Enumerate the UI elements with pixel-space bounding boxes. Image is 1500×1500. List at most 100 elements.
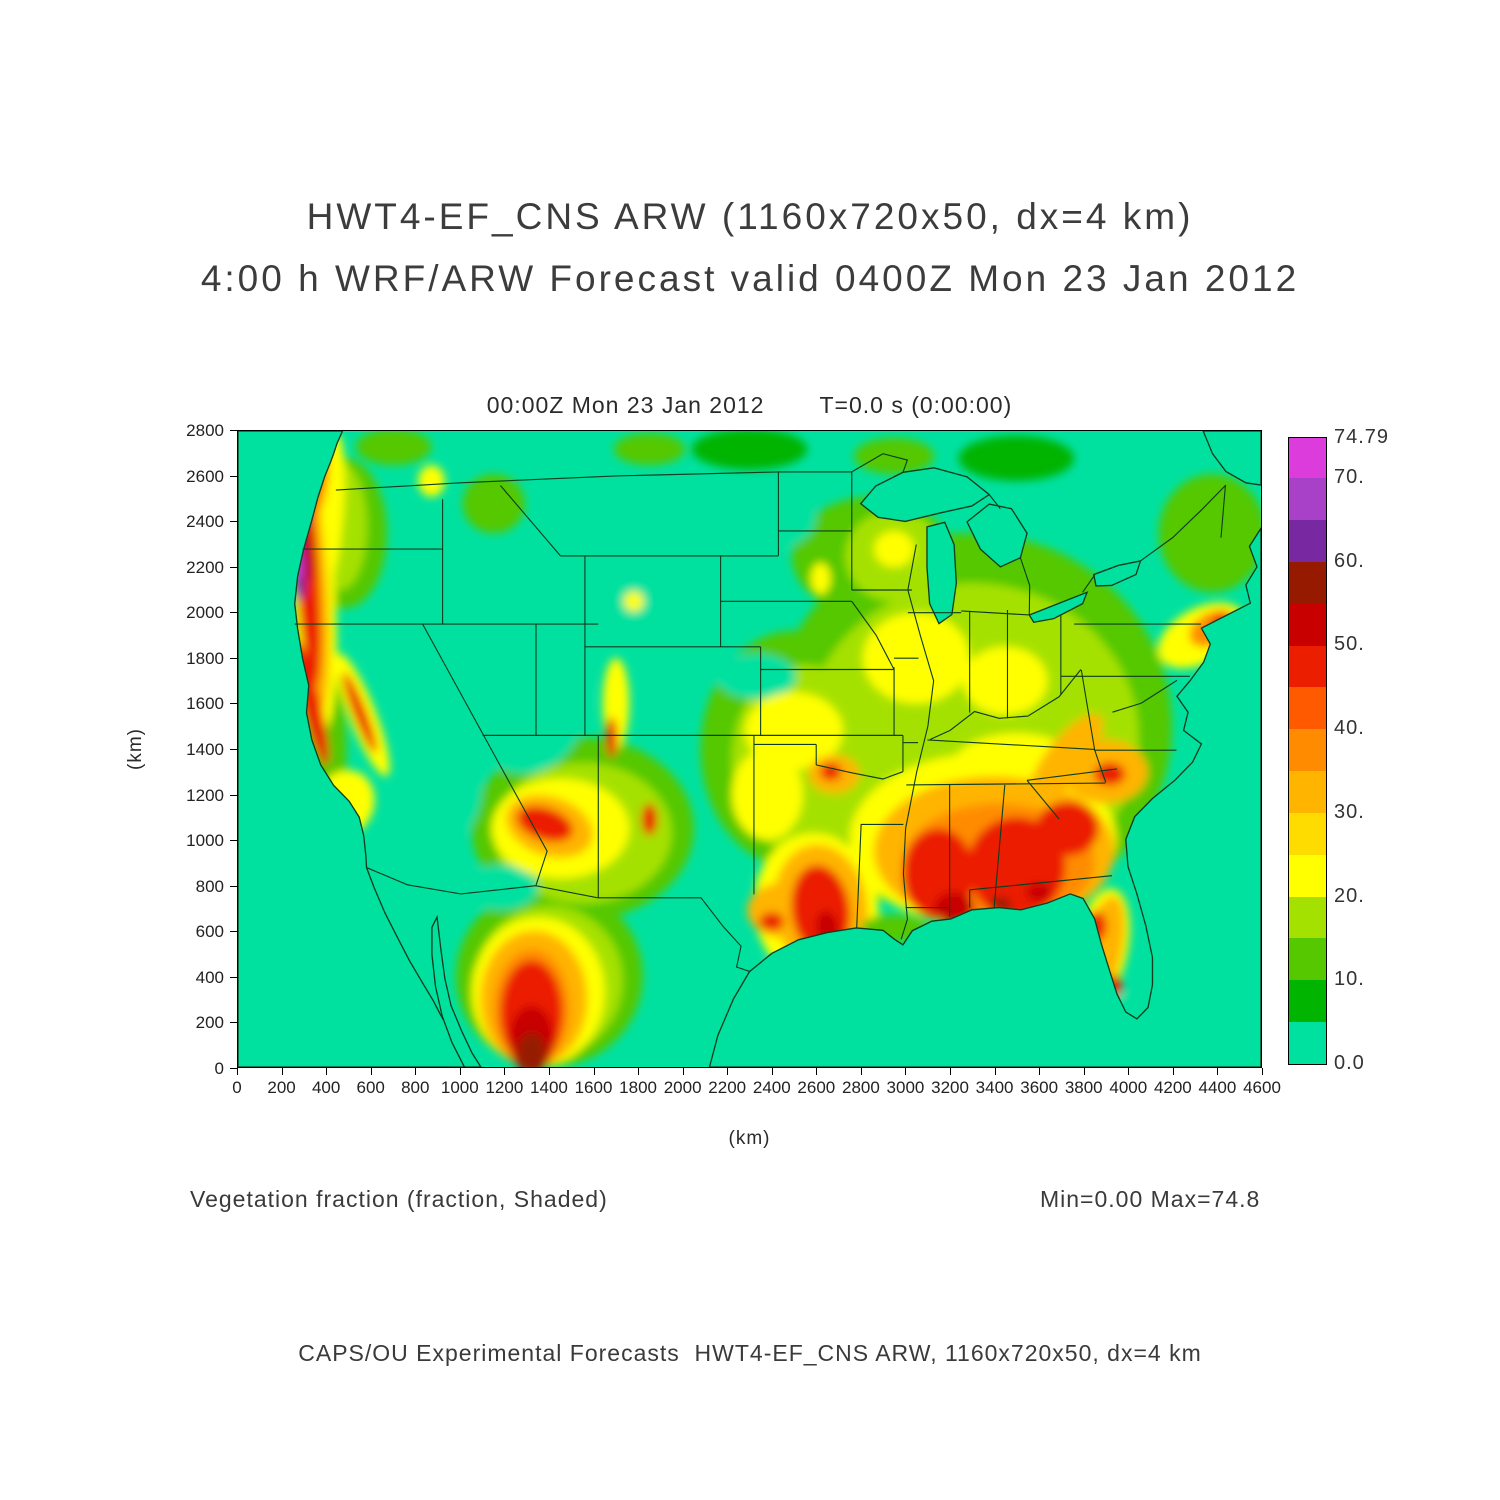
y-tick-mark xyxy=(230,1022,237,1024)
x-tick-mark xyxy=(816,1068,818,1075)
x-tick-label: 4200 xyxy=(1153,1078,1192,1097)
y-tick-mark xyxy=(230,521,237,523)
y-tick-label: 0 xyxy=(214,1059,224,1078)
colorbar-segment xyxy=(1289,603,1326,646)
x-tick-mark xyxy=(727,1068,729,1075)
x-tick-label: 4600 xyxy=(1243,1078,1281,1097)
x-tick-label: 3600 xyxy=(1020,1078,1059,1097)
x-tick-mark xyxy=(994,1068,996,1075)
x-tick-label: 800 xyxy=(401,1078,430,1097)
x-tick-mark xyxy=(1262,1068,1263,1075)
x-tick-mark xyxy=(237,1068,238,1075)
y-tick-label: 200 xyxy=(195,1013,224,1033)
colorbar-segment xyxy=(1289,438,1326,479)
y-tick-label: 1200 xyxy=(186,785,224,805)
x-tick-label: 3800 xyxy=(1064,1078,1103,1097)
y-tick-label: 2000 xyxy=(186,603,224,623)
colorbar-label: 70. xyxy=(1334,466,1365,489)
x-tick-label: 0 xyxy=(232,1078,242,1097)
colorbar-segment xyxy=(1289,980,1326,1023)
y-tick-label: 400 xyxy=(195,967,224,987)
y-tick-label: 1800 xyxy=(186,648,224,668)
x-tick-label: 2800 xyxy=(841,1078,880,1097)
x-tick-label: 1400 xyxy=(530,1078,568,1097)
state-borders xyxy=(294,453,1227,973)
x-tick-mark xyxy=(1083,1068,1085,1075)
x-tick-label: 2400 xyxy=(752,1078,791,1097)
y-tick-label: 1000 xyxy=(186,831,224,851)
x-tick-mark xyxy=(1217,1068,1219,1075)
x-tick-mark xyxy=(593,1068,595,1075)
colorbar-segment xyxy=(1289,896,1326,939)
x-tick-label: 3400 xyxy=(975,1078,1014,1097)
x-tick-label: 1000 xyxy=(440,1078,479,1097)
timer-label: T=0.0 s (0:00:00) xyxy=(819,392,1013,418)
x-tick-mark xyxy=(326,1068,328,1075)
colorbar-label: 60. xyxy=(1334,549,1365,572)
x-tick-mark xyxy=(459,1068,461,1075)
y-tick-mark xyxy=(230,1068,237,1069)
y-tick-mark xyxy=(230,612,237,614)
x-tick-mark xyxy=(771,1068,773,1075)
colorbar-segment xyxy=(1289,812,1326,855)
colorbar-segment xyxy=(1289,561,1326,604)
x-tick-mark xyxy=(1172,1068,1174,1075)
x-tick-mark xyxy=(1039,1068,1041,1075)
field-caption: Vegetation fraction (fraction, Shaded) xyxy=(190,1186,608,1212)
y-tick-mark xyxy=(230,885,237,887)
x-tick-mark xyxy=(281,1068,283,1075)
colorbar-segment xyxy=(1289,645,1326,688)
y-tick-mark xyxy=(230,931,237,933)
x-tick-mark xyxy=(548,1068,550,1075)
map-plot-area xyxy=(237,430,1262,1068)
colorbar-segment xyxy=(1289,771,1326,813)
colorbar-label: 20. xyxy=(1334,884,1365,907)
x-tick-mark xyxy=(1128,1068,1130,1075)
x-tick-label: 1800 xyxy=(619,1078,657,1097)
x-tick-label: 2600 xyxy=(797,1078,836,1097)
colorbar-label: 10. xyxy=(1334,968,1365,991)
y-tick-mark xyxy=(230,840,237,842)
x-tick-mark xyxy=(504,1068,506,1075)
y-tick-mark xyxy=(230,976,237,978)
colorbar-label: 0.0 xyxy=(1334,1052,1365,1074)
y-tick-mark xyxy=(230,703,237,705)
colorbar-segment xyxy=(1289,854,1326,897)
footer-caption: CAPS/OU Experimental Forecasts HWT4-EF_C… xyxy=(298,1340,1202,1366)
vegetation-fraction-map xyxy=(238,431,1261,1067)
init-time-label: 00:00Z Mon 23 Jan 2012 xyxy=(486,392,765,418)
x-tick-label: 3000 xyxy=(886,1078,925,1097)
colorbar-label: 74.79 xyxy=(1334,426,1390,448)
colorbar-segment xyxy=(1289,519,1326,562)
x-tick-mark xyxy=(860,1068,862,1075)
y-axis-title: (km) xyxy=(125,728,146,770)
colorbar-segment xyxy=(1289,687,1326,730)
x-tick-label: 2000 xyxy=(663,1078,702,1097)
y-tick-label: 2400 xyxy=(186,512,224,532)
chart-title-line1: HWT4-EF_CNS ARW (1160x720x50, dx=4 km) xyxy=(306,196,1194,237)
y-tick-label: 2800 xyxy=(186,421,224,440)
ocean-areas xyxy=(238,431,1261,1067)
y-tick-label: 2600 xyxy=(186,466,224,486)
colorbar-label: 40. xyxy=(1334,717,1365,740)
colorbar xyxy=(1288,437,1327,1065)
y-tick-label: 800 xyxy=(195,876,224,896)
colorbar-label: 30. xyxy=(1334,800,1365,823)
x-tick-label: 4000 xyxy=(1109,1078,1148,1097)
y-tick-label: 1600 xyxy=(186,694,224,714)
x-tick-mark xyxy=(950,1068,952,1075)
x-tick-label: 200 xyxy=(267,1078,296,1097)
plot-header: 00:00Z Mon 23 Jan 2012 T=0.0 s (0:00:00) xyxy=(237,392,1262,419)
y-tick-label: 600 xyxy=(195,922,224,942)
x-tick-mark xyxy=(638,1068,640,1075)
y-tick-label: 1400 xyxy=(186,740,224,759)
colorbar-segment xyxy=(1289,478,1326,520)
x-tick-label: 2200 xyxy=(708,1078,747,1097)
y-tick-mark xyxy=(230,749,237,750)
great-lakes xyxy=(859,467,1142,625)
x-tick-mark xyxy=(415,1068,417,1075)
y-tick-mark xyxy=(230,566,237,568)
min-max-caption: Min=0.00 Max=74.8 xyxy=(1040,1186,1261,1212)
y-tick-label: 2200 xyxy=(186,557,224,577)
